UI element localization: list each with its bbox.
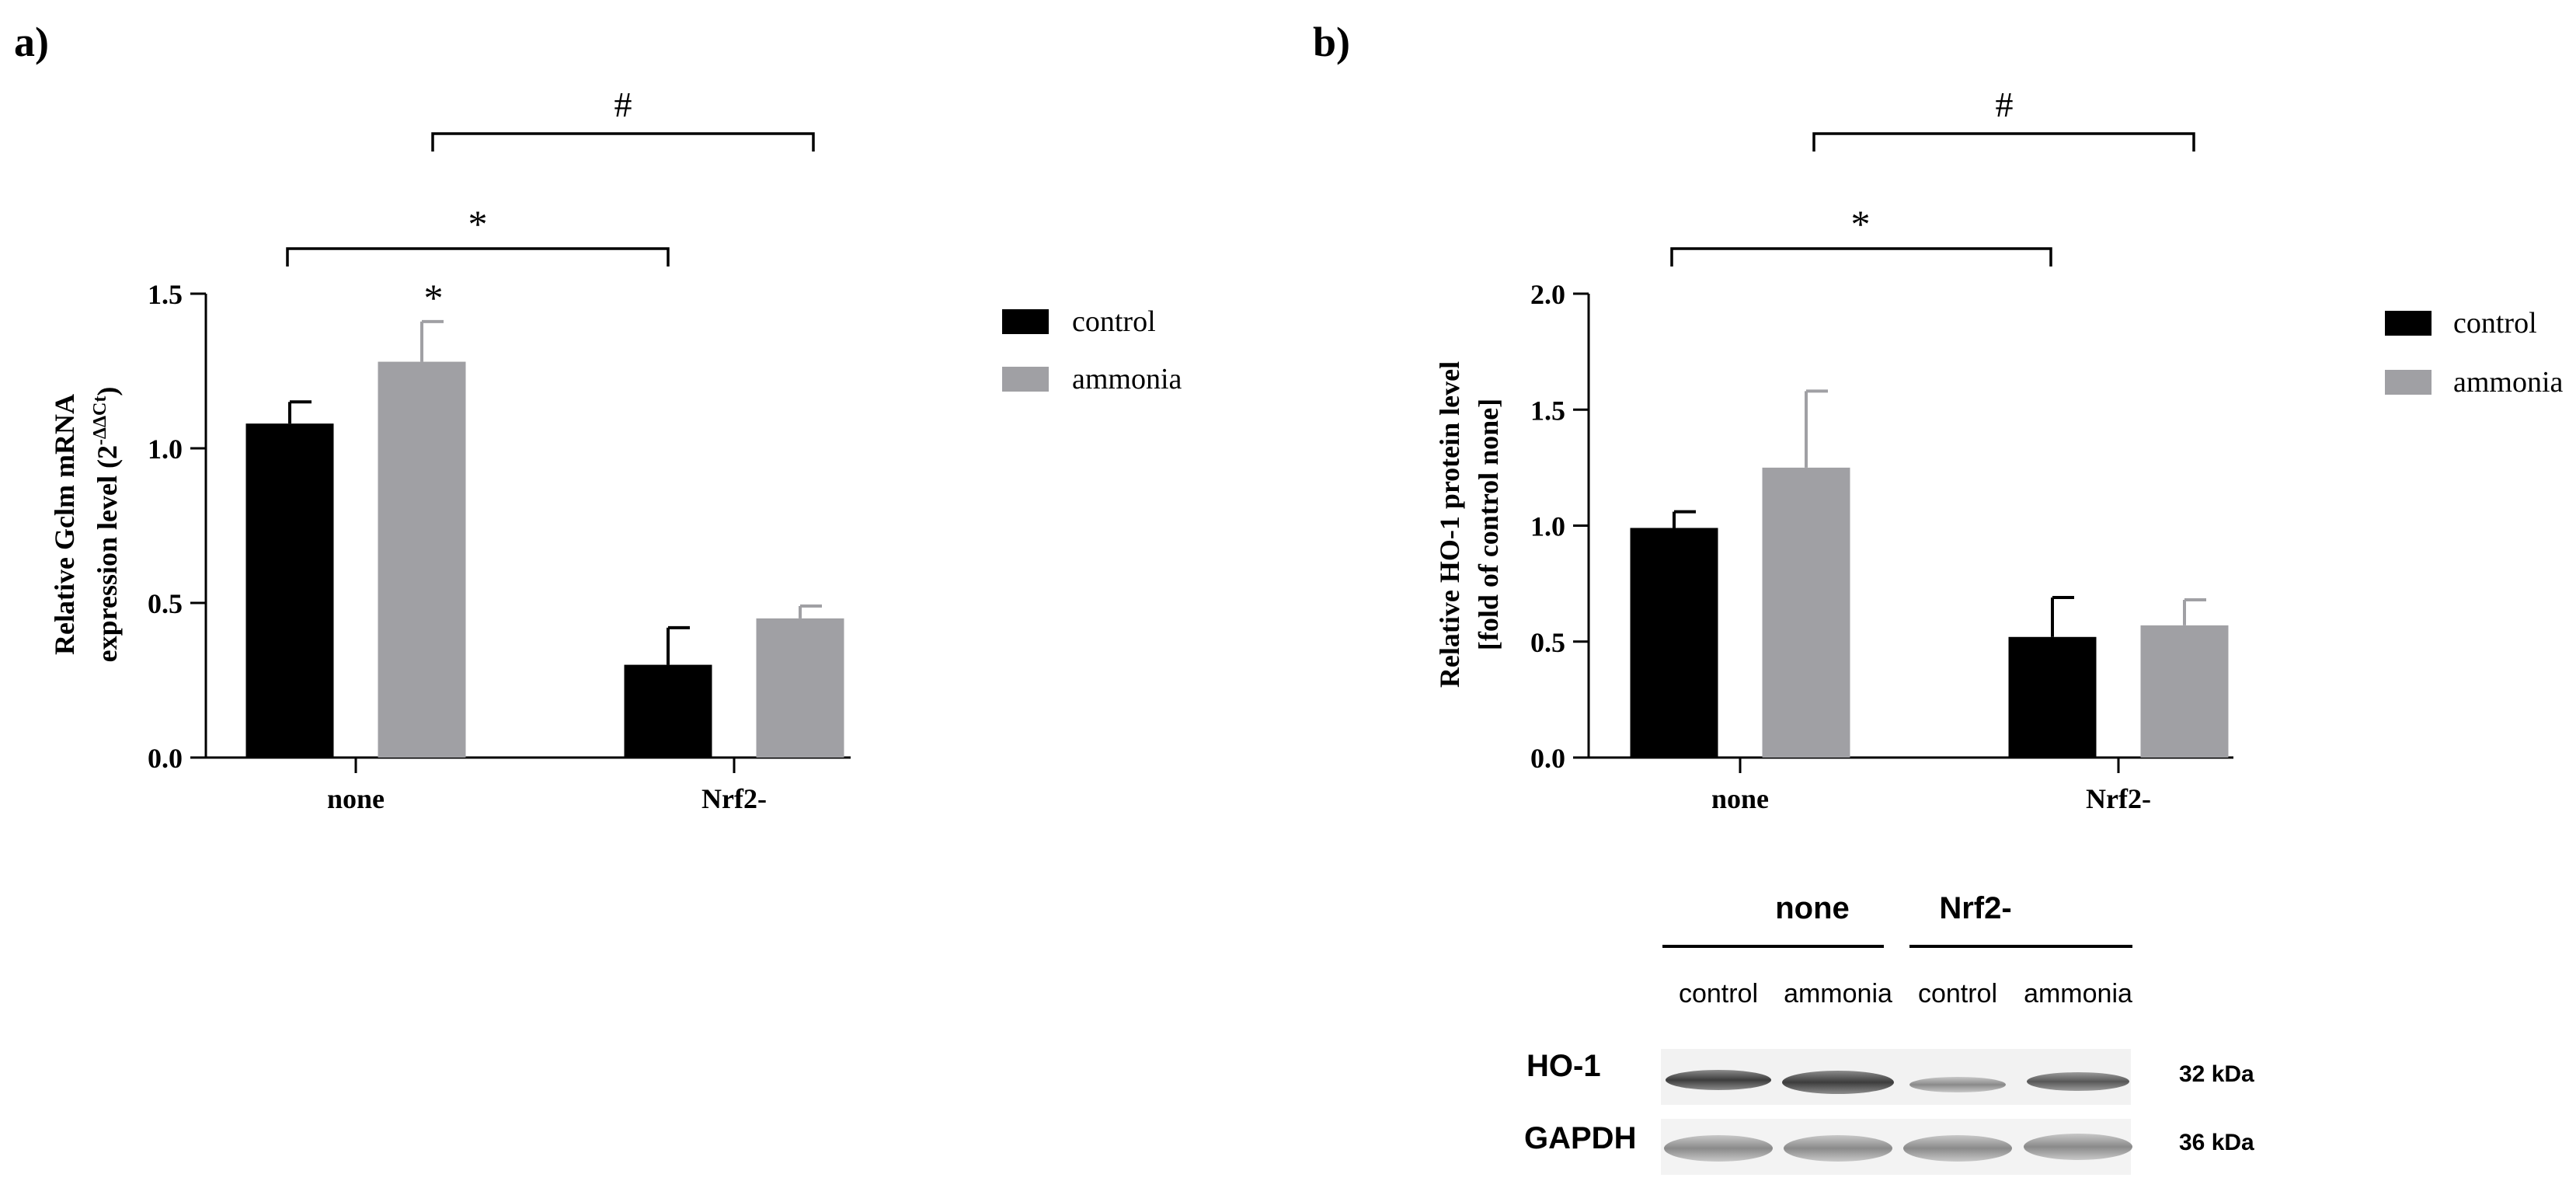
chart-b-ylabel-line1: Relative HO-1 protein level <box>1434 361 1465 688</box>
chartb-xtick-label-0: none <box>1711 783 1769 814</box>
chartb-bar-none-ammonia <box>1762 467 1850 758</box>
blot-band-ho1-lane4 <box>2027 1072 2129 1091</box>
chart-b-legend-swatch-control <box>2385 311 2432 336</box>
blot-size-gapdh: 36 kDa <box>2179 1130 2254 1155</box>
blot-band-gapdh-lane4 <box>2024 1134 2132 1160</box>
charta-ytick-label-2: 1.0 <box>148 434 183 465</box>
chartb-xtick-label-1: Nrf2- <box>2086 783 2151 814</box>
chart-a-bracket-hash <box>431 132 815 152</box>
chart-a-legend-label-control: control <box>1072 305 1156 338</box>
charta-ytick-label-1: 0.5 <box>148 588 183 619</box>
chart-a-x-ticks: none Nrf2- <box>327 758 767 814</box>
chartb-bar-nrf2-control <box>2008 636 2097 758</box>
chart-a-ylabel-base: expression level (2 <box>92 445 123 662</box>
chartb-bar-none-control <box>1630 528 1718 758</box>
chart-b-ylabel-line2: [fold of control none] <box>1473 399 1504 650</box>
chart-a-legend-swatch-control <box>1002 309 1049 334</box>
blot-protein-label-ho1: HO-1 <box>1526 1049 1601 1083</box>
chart-b-error-bars <box>1673 389 2206 637</box>
chartb-bar-nrf2-ammonia <box>2140 625 2229 758</box>
blot-band-ho1-lane2 <box>1782 1071 1894 1094</box>
chartb-ytick-label-1: 0.5 <box>1530 627 1565 658</box>
chart-a: 0.0 0.5 1.0 1.5 none Nrf2- Relative Gclm mRN… <box>49 85 1182 814</box>
blot-band-gapdh-lane3 <box>1903 1135 2012 1162</box>
blot-lane-label-1: control <box>1679 979 1758 1009</box>
chart-a-legend-label-ammonia: ammonia <box>1072 363 1182 395</box>
chart-b-bars <box>1630 467 2229 758</box>
blot-band-ho1-lane3 <box>1909 1077 2006 1092</box>
chart-b: 0.0 0.5 1.0 1.5 2.0 none Nrf2- Relative HO-1 … <box>1434 85 2564 814</box>
chartb-ytick-label-0: 0.0 <box>1530 743 1565 774</box>
chart-b-bracket-hash-label: # <box>1996 85 2014 124</box>
chart-a-ylabel-sup: -ΔΔCt <box>90 396 110 445</box>
chart-b-legend-label-control: control <box>2453 307 2537 340</box>
blot-lane-label-3: control <box>1918 979 1997 1009</box>
chart-a-bars <box>245 361 844 758</box>
blot-lane-label-2: ammonia <box>1784 979 1892 1009</box>
chart-a-bracket-star <box>286 247 670 267</box>
blot-group-label-none: none <box>1775 891 1850 925</box>
charta-xtick-label-0: none <box>327 783 385 814</box>
chart-a-error-bars <box>288 319 822 665</box>
chart-a-legend-swatch-ammonia <box>1002 367 1049 392</box>
chart-a-bar-star-label: * <box>424 276 444 319</box>
chart-b-x-ticks: none Nrf2- <box>1711 758 2151 814</box>
chart-a-ylabel-line2: expression level (2-ΔΔCt) <box>90 387 123 663</box>
blot-group-label-nrf2: Nrf2- <box>1939 891 2011 925</box>
blot-lane-label-4: ammonia <box>2024 979 2132 1009</box>
chart-a-bracket-hash-label: # <box>614 85 632 124</box>
chart-b-legend-label-ammonia: ammonia <box>2453 366 2564 399</box>
chart-b-bracket-star <box>1670 247 2052 267</box>
chartb-ytick-label-2: 1.0 <box>1530 511 1565 542</box>
charta-bar-nrf2-ammonia <box>756 618 844 758</box>
chart-b-bracket-hash <box>1812 132 2195 152</box>
blot-size-ho1: 32 kDa <box>2179 1061 2254 1087</box>
chartb-ytick-label-4: 2.0 <box>1530 279 1565 310</box>
charta-ytick-label-0: 0.0 <box>148 743 183 774</box>
chart-a-ylabel-close: ) <box>92 387 123 396</box>
chart-a-y-ticks: 0.0 0.5 1.0 1.5 <box>148 279 206 774</box>
blot-protein-label-gapdh: GAPDH <box>1524 1121 1636 1155</box>
charta-xtick-label-1: Nrf2- <box>701 783 767 814</box>
charta-ytick-label-3: 1.5 <box>148 279 183 310</box>
chart-b-legend-swatch-ammonia <box>2385 370 2432 395</box>
chart-a-ylabel-line1: Relative Gclm mRNA <box>49 394 80 655</box>
panel-label-a: a) <box>14 19 49 65</box>
panel-label-b: b) <box>1313 19 1350 65</box>
blot-band-gapdh-lane1 <box>1664 1135 1773 1162</box>
charta-bar-none-control <box>245 423 334 758</box>
charta-bar-none-ammonia <box>378 361 466 758</box>
charta-bar-nrf2-control <box>624 664 712 758</box>
chart-a-bracket-star-label: * <box>468 202 488 246</box>
blot-band-gapdh-lane2 <box>1784 1135 1892 1162</box>
chart-b-y-ticks: 0.0 0.5 1.0 1.5 2.0 <box>1530 279 1589 774</box>
western-blot: none Nrf2- control ammonia control ammon… <box>1524 891 2254 1175</box>
chart-b-bracket-star-label: * <box>1851 202 1871 246</box>
chartb-ytick-label-3: 1.5 <box>1530 395 1565 426</box>
blot-band-ho1-lane1 <box>1666 1070 1771 1090</box>
